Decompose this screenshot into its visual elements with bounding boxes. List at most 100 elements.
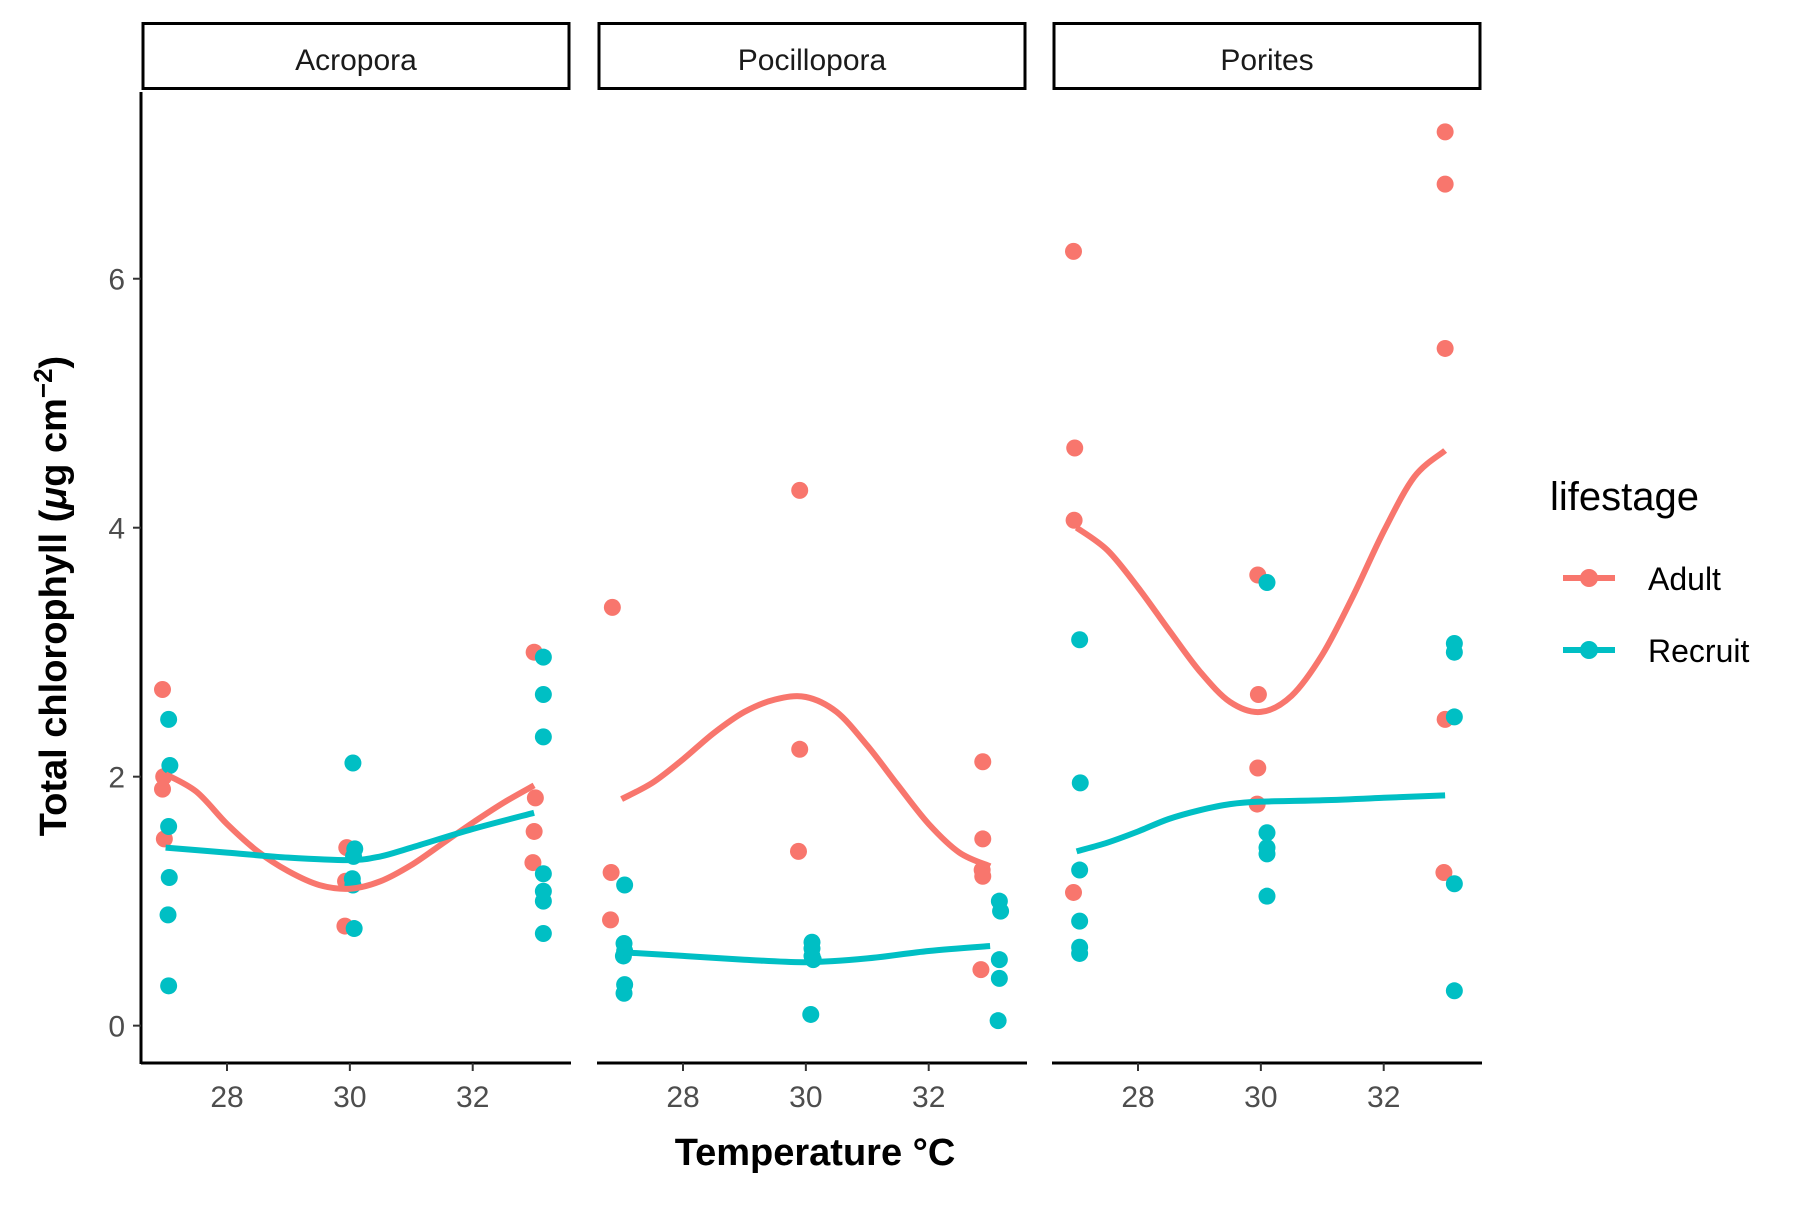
x-tick-label: 28 <box>210 1081 243 1114</box>
data-point-recruit <box>1071 861 1089 879</box>
legend-label-adult: Adult <box>1648 561 1721 597</box>
data-point-adult <box>1065 511 1083 529</box>
data-point-recruit <box>992 902 1010 920</box>
data-point-adult <box>525 822 543 840</box>
legend-item-recruit: Recruit <box>1563 633 1749 669</box>
data-point-adult <box>1435 864 1453 882</box>
data-point-adult <box>974 830 992 848</box>
legend-title: lifestage <box>1550 475 1699 519</box>
data-point-recruit <box>1445 708 1463 726</box>
data-point-adult <box>1436 175 1454 193</box>
y-axis: 0 2 4 6 <box>108 92 143 1064</box>
facet-strip <box>1052 22 1482 90</box>
data-point-adult <box>1249 759 1267 777</box>
smooth-line-adult <box>1074 448 1448 716</box>
data-point-adult <box>603 598 621 616</box>
x-tick-label: 28 <box>666 1081 699 1114</box>
y-axis-title-close: ) <box>33 356 75 369</box>
data-point-adult <box>154 681 171 699</box>
data-point-recruit <box>990 951 1008 969</box>
data-point-recruit <box>1258 824 1276 842</box>
legend-key-recruit-point <box>1580 641 1598 659</box>
data-point-recruit <box>160 977 178 995</box>
data-point-recruit <box>802 1005 820 1023</box>
x-tick-label: 32 <box>912 1081 945 1114</box>
data-point-adult <box>1065 883 1082 901</box>
data-point-adult <box>524 854 542 872</box>
facet-panel-porites: Porites 28 30 32 <box>1052 22 1482 1114</box>
data-point-adult <box>1436 339 1454 357</box>
smooth-line-adult <box>620 693 992 870</box>
data-point-adult <box>791 481 809 499</box>
data-point-adult <box>791 740 809 758</box>
data-point-recruit <box>534 865 552 883</box>
facet-panel-pocillopora: Pocillopora 28 30 32 <box>597 22 1027 1114</box>
y-tick-label: 6 <box>108 264 125 297</box>
data-point-recruit <box>989 1012 1007 1030</box>
data-point-recruit <box>534 728 552 746</box>
smooth-line-recruit <box>165 809 535 864</box>
data-point-recruit <box>1071 944 1089 962</box>
data-point-adult <box>1249 686 1267 704</box>
data-point-recruit <box>1445 643 1463 661</box>
data-point-recruit <box>1445 982 1463 1000</box>
data-point-recruit <box>160 710 178 728</box>
data-point-adult <box>1065 242 1082 260</box>
data-point-recruit <box>534 648 552 666</box>
legend: lifestage Adult Recruit <box>1550 475 1749 669</box>
data-point-recruit <box>1258 845 1276 863</box>
data-point-recruit <box>159 906 177 924</box>
data-point-adult <box>154 780 171 798</box>
data-point-adult <box>526 789 544 807</box>
data-point-recruit <box>1071 912 1089 930</box>
facet-strip <box>141 22 571 90</box>
data-point-adult <box>1436 123 1454 141</box>
data-point-recruit <box>534 686 552 704</box>
data-point-recruit <box>615 984 633 1002</box>
data-point-recruit <box>1258 573 1276 591</box>
data-point-recruit <box>534 925 552 943</box>
facet-strip <box>597 22 1027 90</box>
y-axis-title-main: Total chlorophyll ( <box>33 509 75 836</box>
facet-panel-acropora: Acropora 28 30 32 <box>141 22 571 1114</box>
y-tick-label: 0 <box>108 1011 125 1044</box>
smooth-line-adult <box>164 771 536 892</box>
y-axis-title-unit: g cm <box>33 398 75 487</box>
data-point-recruit <box>160 817 178 835</box>
y-tick-label: 4 <box>108 513 125 546</box>
x-tick-label: 32 <box>456 1081 489 1114</box>
facet-strip-label: Acropora <box>295 44 417 77</box>
data-point-adult <box>972 961 990 979</box>
legend-label-recruit: Recruit <box>1648 633 1749 669</box>
x-tick-label: 30 <box>1244 1081 1277 1114</box>
data-point-recruit <box>1258 887 1276 905</box>
data-point-recruit <box>990 969 1008 987</box>
data-point-recruit <box>160 869 178 887</box>
y-tick-label: 2 <box>108 762 125 795</box>
x-tick-label: 32 <box>1367 1081 1400 1114</box>
y-axis-title-mu: μ <box>33 487 75 511</box>
smooth-line-recruit <box>1075 792 1446 855</box>
data-point-recruit <box>616 876 634 894</box>
data-point-adult <box>602 864 620 882</box>
data-point-recruit <box>1445 875 1463 893</box>
data-point-recruit <box>1071 774 1089 792</box>
legend-item-adult: Adult <box>1563 561 1721 597</box>
legend-key-adult-point <box>1580 569 1598 587</box>
y-axis-title-sup: −2 <box>28 368 58 398</box>
data-point-adult <box>974 867 992 885</box>
x-tick-label: 28 <box>1121 1081 1154 1114</box>
data-point-recruit <box>344 754 362 772</box>
y-axis-title: Total chlorophyll (μg cm−2) <box>28 356 75 836</box>
data-point-adult <box>789 842 807 860</box>
facet-strip-label: Pocillopora <box>738 44 887 77</box>
data-point-adult <box>602 911 620 929</box>
smooth-line-recruit <box>621 943 991 966</box>
x-tick-label: 30 <box>789 1081 822 1114</box>
x-axis-title: Temperature °C <box>675 1132 956 1174</box>
data-point-recruit <box>1071 631 1089 649</box>
x-tick-label: 30 <box>333 1081 366 1114</box>
